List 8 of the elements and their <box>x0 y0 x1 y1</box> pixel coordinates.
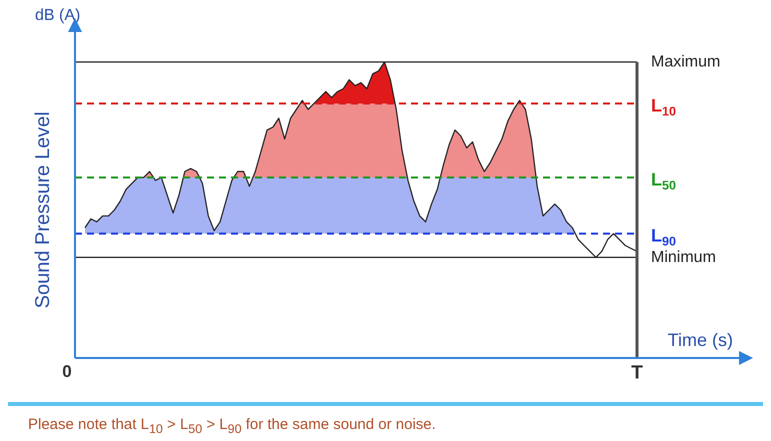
ref-line-label: Maximum <box>651 53 720 70</box>
text: 0 <box>62 362 72 382</box>
ref-line-label: Minimum <box>651 248 716 266</box>
text: dB (A) <box>35 7 80 24</box>
text: T <box>631 362 644 384</box>
y-axis-title: Sound Pressure Level <box>32 112 54 308</box>
text: Please note that L$_{10}$ > L$_{50}$ > L$_{90}$ for the same sound or noise. <box>27 416 437 436</box>
x-axis-title: Time (s) <box>668 330 733 350</box>
